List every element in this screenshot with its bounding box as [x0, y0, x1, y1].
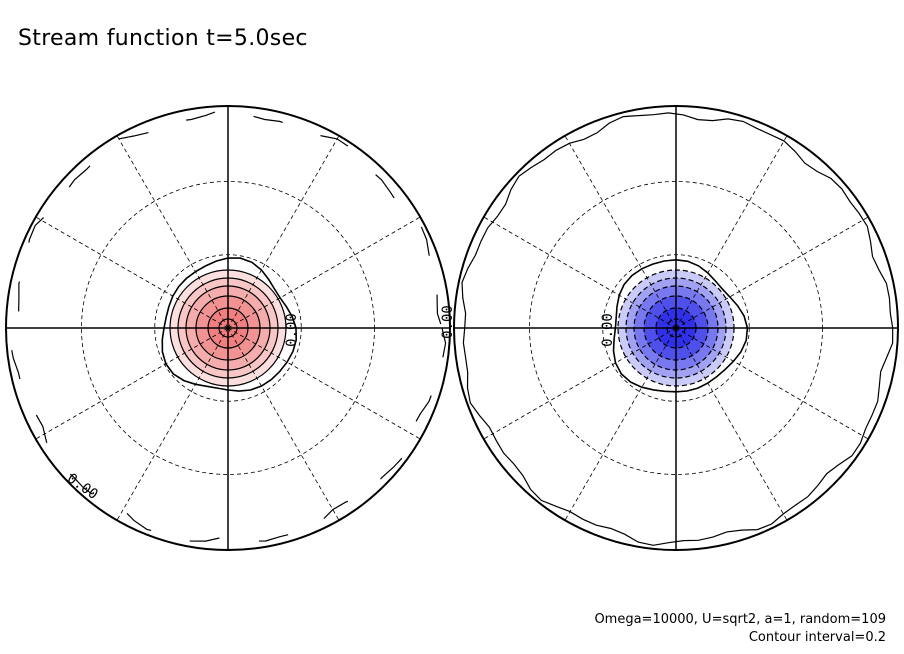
meridian: [116, 135, 229, 329]
left-hemisphere: [5, 105, 451, 551]
contour-interval-text: Contour interval=0.2: [748, 630, 886, 645]
meridian: [35, 327, 229, 440]
contour-label: 0.00: [600, 313, 616, 347]
meridian: [675, 135, 788, 329]
contour-label: 0.00: [284, 313, 300, 347]
edge-contour: [461, 112, 894, 546]
meridian: [227, 135, 340, 329]
meridian: [483, 327, 677, 440]
meridian: [227, 216, 421, 329]
meridian: [675, 327, 788, 521]
meridian: [564, 327, 677, 521]
meridian: [675, 327, 869, 440]
meridian: [227, 327, 421, 440]
meridian: [35, 216, 229, 329]
hemisphere-boundary: [5, 105, 451, 551]
meridian: [564, 135, 677, 329]
meridian: [116, 327, 229, 521]
meridian: [483, 216, 677, 329]
contour-label: 0.00: [64, 471, 101, 503]
hemisphere-boundary: [453, 105, 899, 551]
parameter-text: Omega=10000, U=sqrt2, a=1, random=109: [594, 612, 886, 627]
meridian: [227, 327, 340, 521]
right-hemisphere: [453, 105, 899, 551]
contour-label: 0.00: [440, 305, 456, 339]
meridian: [675, 216, 869, 329]
edge-contour: [9, 109, 447, 542]
contour-labels: 0.00 0.00 0.00 0.00: [64, 305, 616, 503]
chart-title: Stream function t=5.0sec: [18, 26, 308, 51]
